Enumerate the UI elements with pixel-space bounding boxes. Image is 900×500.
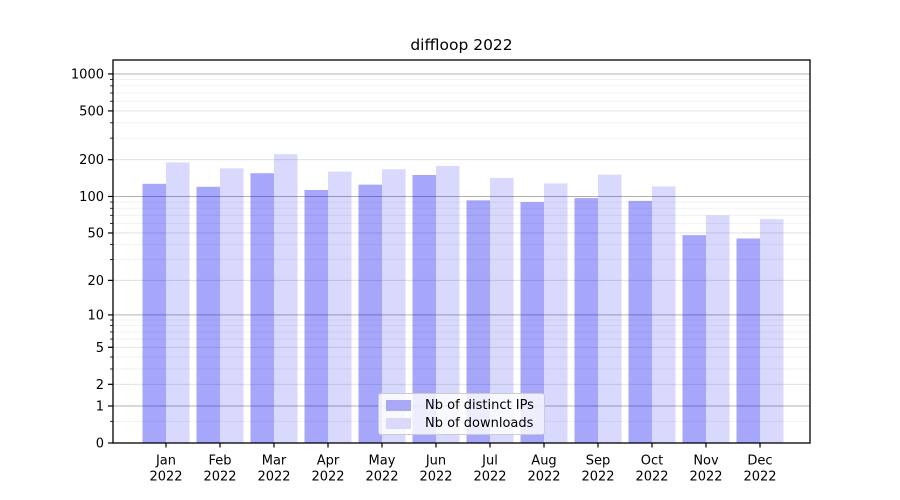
x-tick-label-year: 2022 [419, 470, 452, 485]
legend-item-downloads[interactable]: Nb of downloads [386, 416, 537, 431]
y-tick-label: 50 [87, 226, 104, 241]
x-tick-label-year: 2022 [527, 470, 560, 485]
bar-downloads-feb [220, 168, 244, 443]
x-tick-label-year: 2022 [257, 470, 290, 485]
y-tick-label: 1000 [71, 67, 104, 82]
legend-label-distinct-ips: Nb of distinct IPs [425, 397, 534, 413]
x-tick-label-year: 2022 [203, 470, 236, 485]
x-tick-label-month: Dec [747, 454, 772, 469]
x-tick-label-year: 2022 [365, 470, 398, 485]
bar-ips-dec [736, 238, 760, 443]
bar-ips-jan [142, 183, 166, 443]
x-tick-label-month: Nov [693, 454, 719, 469]
bar-ips-oct [628, 200, 652, 443]
x-tick-label-year: 2022 [581, 470, 614, 485]
legend[interactable]: Nb of distinct IPs Nb of downloads [378, 393, 545, 435]
x-tick-label-month: Aug [531, 454, 556, 469]
bar-ips-sep [574, 198, 598, 443]
x-tick-label-year: 2022 [689, 470, 722, 485]
x-tick-label-year: 2022 [473, 470, 506, 485]
x-tick-label-month: Jul [481, 454, 498, 469]
bar-downloads-jan [166, 162, 190, 443]
y-tick-label: 2 [96, 378, 104, 393]
x-tick-label-month: Apr [317, 454, 340, 469]
x-tick-label-month: Feb [208, 454, 231, 469]
x-tick-label-month: Sep [586, 454, 611, 469]
bar-downloads-mar [274, 154, 298, 443]
bar-downloads-may [382, 169, 406, 443]
x-tick-label-year: 2022 [743, 470, 776, 485]
plot-frame [112, 59, 811, 444]
bar-ips-apr [304, 190, 328, 443]
bar-ips-feb [196, 186, 220, 444]
x-tick-label-month: Mar [262, 454, 287, 469]
bar-downloads-nov [706, 215, 730, 443]
bar-ips-aug [520, 202, 544, 443]
y-tick-label: 10 [87, 308, 104, 323]
bar-downloads-sep [598, 174, 622, 443]
bar-ips-jul [466, 200, 490, 443]
bar-downloads-jul [490, 177, 514, 443]
legend-item-distinct-ips[interactable]: Nb of distinct IPs [386, 398, 537, 413]
chart-title: diffloop 2022 [410, 36, 513, 54]
legend-swatch-downloads [386, 417, 411, 429]
x-tick-label-month: Oct [641, 454, 663, 469]
y-tick-label: 5 [96, 341, 104, 356]
bar-ips-may [358, 184, 382, 443]
bar-ips-nov [682, 235, 706, 443]
y-tick-label: 20 [87, 274, 104, 289]
bar-downloads-dec [760, 219, 784, 443]
bar-downloads-jun [436, 165, 460, 443]
legend-swatch-distinct-ips [386, 399, 411, 411]
y-tick-label: 100 [79, 190, 104, 205]
x-tick-label-year: 2022 [635, 470, 668, 485]
x-tick-label-year: 2022 [149, 470, 182, 485]
y-tick-label: 0 [96, 437, 104, 452]
bar-downloads-aug [544, 183, 568, 443]
legend-label-downloads: Nb of downloads [425, 415, 534, 431]
y-tick-label: 200 [79, 153, 104, 168]
x-tick-label-month: Jun [425, 454, 446, 469]
bar-ips-jun [412, 174, 436, 443]
y-tick-label: 1 [96, 399, 104, 414]
bar-ips-mar [250, 173, 274, 444]
x-tick-label-month: Jan [155, 454, 176, 469]
x-tick-label-month: May [369, 454, 396, 469]
bar-downloads-oct [652, 186, 676, 443]
x-tick-label-year: 2022 [311, 470, 344, 485]
bar-downloads-apr [328, 171, 352, 443]
y-tick-label: 500 [79, 104, 104, 119]
